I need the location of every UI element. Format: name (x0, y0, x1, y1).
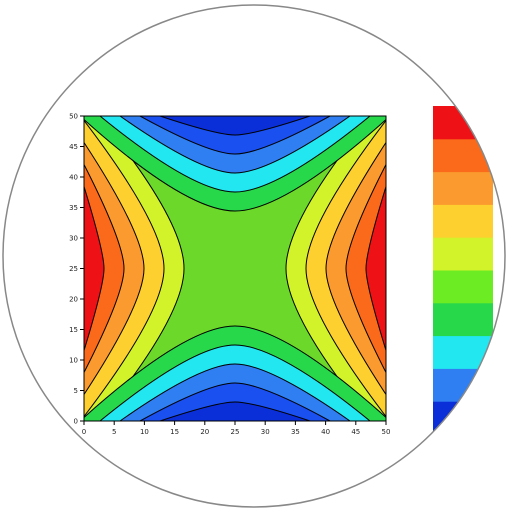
contour-band-left-4 (84, 186, 105, 351)
contour-bands (84, 116, 386, 421)
x-tick-label: 15 (170, 428, 179, 436)
circle-border (2, 4, 506, 508)
y-axis: 0 5 10 15 20 25 30 35 40 45 50 (69, 113, 84, 426)
contour-band-bottom-4 (159, 401, 311, 421)
colorbar-segment (433, 237, 493, 271)
y-tick-label: 30 (69, 235, 78, 243)
x-tick-label: 0 (82, 428, 86, 436)
colorbar-segment (433, 204, 493, 238)
x-tick-label: 5 (112, 428, 116, 436)
colorbar-segment (433, 335, 493, 369)
colorbar-segment (433, 401, 493, 435)
colorbar-segment (433, 171, 493, 205)
y-tick-label: 45 (69, 143, 78, 151)
colorbar-segment (433, 106, 493, 140)
contour-band-right-4 (365, 186, 386, 351)
y-tick-label: 25 (69, 265, 78, 273)
y-tick-label: 20 (69, 296, 78, 304)
x-tick-label: 30 (261, 428, 270, 436)
plot-area (83, 115, 387, 422)
x-tick-label: 10 (140, 428, 149, 436)
y-tick-label: 0 (74, 418, 78, 426)
contour-band-top-4 (159, 116, 311, 136)
y-tick-label: 50 (69, 113, 78, 121)
y-tick-label: 35 (69, 204, 78, 212)
colorbar-segment (433, 270, 493, 304)
y-tick-label: 15 (69, 326, 78, 334)
x-tick-label: 50 (382, 428, 391, 436)
x-axis: 0 5 10 15 20 25 30 35 40 45 50 (82, 421, 391, 436)
colorbar-segment (433, 368, 493, 402)
y-tick-label: 40 (69, 174, 78, 182)
x-tick-label: 20 (200, 428, 209, 436)
colorbar-segment (433, 302, 493, 337)
x-tick-label: 45 (351, 428, 360, 436)
x-tick-label: 25 (231, 428, 240, 436)
x-tick-label: 40 (321, 428, 330, 436)
y-tick-label: 10 (69, 357, 78, 365)
x-tick-label: 35 (291, 428, 300, 436)
y-tick-label: 5 (74, 387, 78, 395)
